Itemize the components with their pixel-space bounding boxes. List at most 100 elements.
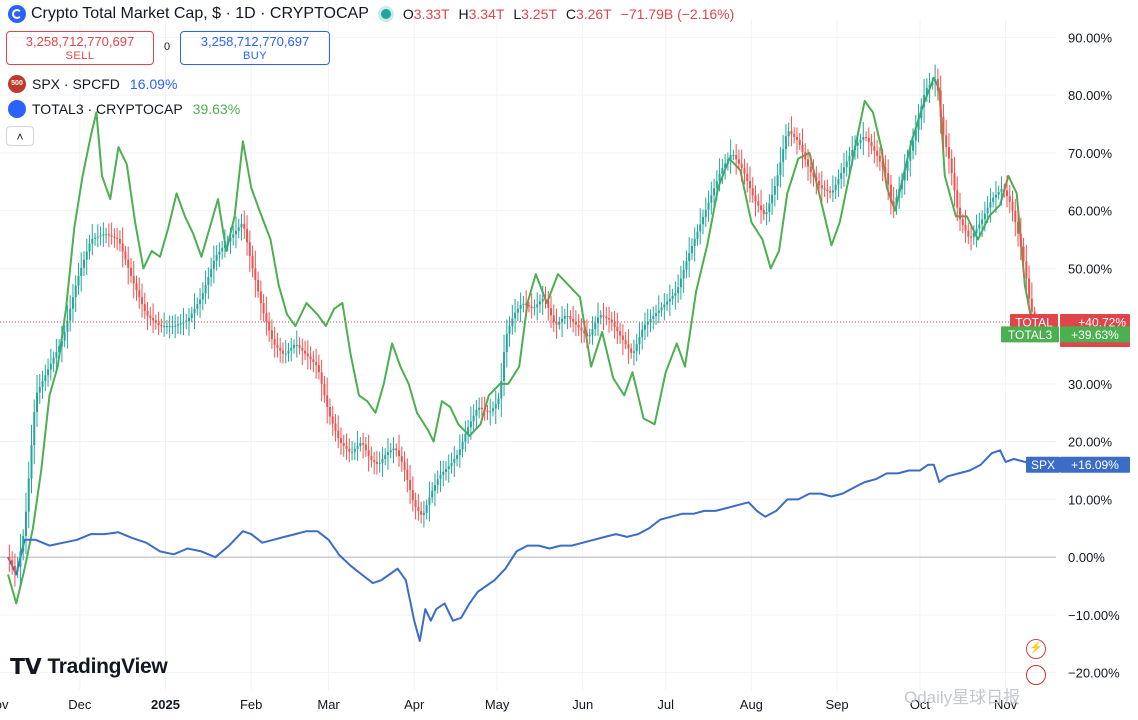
candle-body [522, 303, 525, 305]
candle-body [773, 186, 776, 195]
candle-body [685, 261, 688, 270]
legend-name: TOTAL3 · CRYPTOCAP [32, 101, 183, 117]
candle-body [287, 350, 290, 354]
candle-body [550, 308, 553, 316]
candle-body [293, 344, 296, 348]
candle-body [566, 316, 569, 318]
candle-body [254, 268, 257, 280]
candle-body [939, 90, 942, 117]
tradingview-logo[interactable]: 𝗧𝗩 TradingView [10, 654, 168, 680]
candle-body [594, 323, 597, 330]
candle-body [243, 223, 246, 229]
brand-name: TradingView [47, 655, 168, 678]
candle-body [433, 484, 436, 491]
candle-body [826, 189, 829, 192]
candle-body [500, 380, 503, 399]
candle-body [298, 344, 301, 348]
candle-body [889, 184, 892, 202]
candle-body [265, 313, 268, 322]
candle-body [262, 303, 265, 314]
candle-body [279, 347, 282, 351]
candle-body [116, 237, 119, 239]
candle-body [945, 135, 948, 148]
collapse-legend-button[interactable]: ˄ [6, 126, 34, 146]
candle-body [657, 310, 660, 314]
candle-body [508, 326, 511, 334]
x-tick-label: Mar [317, 697, 340, 712]
candle-body [724, 163, 727, 169]
candle-body [652, 316, 655, 319]
candle-body [577, 324, 580, 328]
candle-body [422, 512, 425, 515]
candle-body [649, 318, 652, 322]
candle-body [754, 195, 757, 202]
candle-body [583, 330, 586, 334]
lightning-icon[interactable]: ⚡ [1026, 639, 1046, 659]
candle-body [246, 228, 249, 243]
candle-body [127, 259, 130, 268]
candle-body [887, 173, 890, 185]
candle-body [304, 350, 307, 354]
candle-body [328, 406, 331, 417]
us-flag-icon[interactable] [1026, 665, 1046, 685]
candle-body [146, 311, 149, 316]
candle-body [36, 392, 39, 413]
candle-body [834, 184, 837, 191]
candle-body [315, 362, 318, 366]
candle-body [845, 161, 848, 168]
candle-body [82, 259, 85, 268]
candle-body [41, 380, 44, 387]
sell-button[interactable]: 3,258,712,770,697 SELL [6, 31, 154, 65]
candle-body [102, 234, 105, 236]
candle-body [356, 445, 359, 449]
x-tick-label: May [485, 697, 510, 712]
candle-body [55, 352, 58, 358]
x-tick-label: Nov [0, 697, 9, 712]
candle-body [47, 369, 50, 376]
candle-body [1028, 278, 1031, 299]
buy-button[interactable]: 3,258,712,770,697 BUY [180, 31, 330, 65]
candle-body [917, 118, 920, 130]
candle-body [823, 188, 826, 190]
candle-body [276, 344, 279, 348]
candle-body [981, 219, 984, 225]
spx-price-label-bg [1060, 456, 1130, 473]
candle-body [320, 372, 323, 384]
candle-body [641, 329, 644, 337]
total-series-tag: TOTAL [1015, 315, 1053, 329]
legend-item-total3[interactable]: TOTAL3 · CRYPTOCAP 39.63% [8, 99, 240, 119]
candle-body [663, 304, 666, 308]
candle-body [812, 172, 815, 177]
candle-body [85, 251, 88, 260]
candle-body [707, 202, 710, 210]
candle-body [19, 551, 22, 567]
candle-body [978, 224, 981, 229]
candle-body [60, 340, 63, 347]
candle-body [865, 136, 868, 138]
candle-body [997, 191, 1000, 195]
candle-body [392, 448, 395, 451]
candle-body [215, 255, 218, 261]
candle-body [959, 207, 962, 220]
candle-body [544, 298, 547, 301]
legend-item-spx[interactable]: 500 SPX · SPCFD 16.09% [8, 74, 177, 94]
candle-body [168, 326, 171, 328]
candle-body [11, 560, 14, 566]
candle-body [674, 292, 677, 296]
y-tick-label: 90.00% [1068, 30, 1113, 45]
candle-body [605, 316, 608, 319]
chart-title[interactable]: Crypto Total Market Cap, $ · 1D · CRYPTO… [31, 5, 369, 22]
candle-body [306, 353, 309, 357]
candle-body [378, 462, 381, 464]
candle-body [44, 375, 47, 381]
candle-body [903, 170, 906, 181]
candle-body [171, 326, 174, 328]
y-tick-label: −20.00% [1068, 666, 1120, 681]
candle-body [450, 462, 453, 467]
candle-body [801, 144, 804, 153]
candle-body [411, 490, 414, 501]
total3-price-label: +39.63% [1071, 328, 1119, 342]
candle-body [818, 181, 821, 186]
candle-body [13, 565, 16, 572]
